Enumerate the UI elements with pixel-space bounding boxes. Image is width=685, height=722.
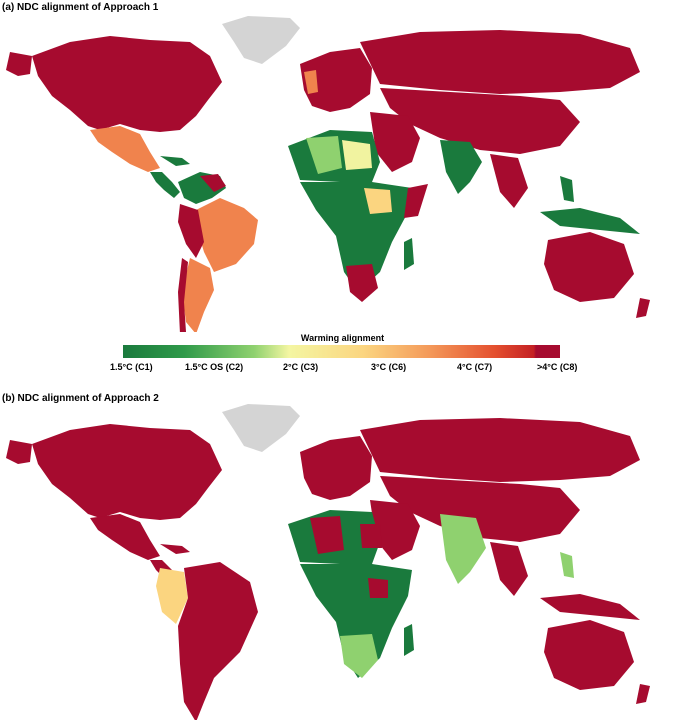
world-map-approach-1 <box>6 16 650 332</box>
new-zealand <box>636 298 650 318</box>
algeria <box>310 516 344 554</box>
colombia-ecuador <box>156 568 188 624</box>
north-america <box>32 424 222 520</box>
southern-africa <box>340 634 378 678</box>
alaska <box>6 52 32 76</box>
legend-tick-c8: >4°C (C8) <box>537 362 578 372</box>
uk <box>304 70 318 94</box>
caribbean <box>160 156 190 166</box>
indonesia <box>540 594 640 620</box>
russia <box>360 418 640 482</box>
brazil <box>196 198 258 272</box>
libya <box>342 140 372 170</box>
greenland <box>222 404 300 452</box>
central-asia <box>380 88 580 154</box>
australia <box>544 620 634 690</box>
south-america-rest <box>178 562 258 720</box>
middle-east <box>370 500 420 560</box>
philippines <box>560 176 574 202</box>
horn-of-africa <box>404 184 428 218</box>
southeast-asia <box>490 542 528 596</box>
algeria <box>306 136 342 174</box>
madagascar <box>404 238 414 270</box>
central-america <box>150 172 180 198</box>
europe <box>300 436 372 500</box>
legend-tick-c2: 1.5°C OS (C2) <box>185 362 244 372</box>
india <box>440 140 482 194</box>
legend-tick-c3: 2°C (C3) <box>283 362 319 372</box>
sudan <box>364 188 392 214</box>
egypt <box>360 524 382 548</box>
world-map-approach-2 <box>6 404 650 720</box>
caribbean <box>160 544 190 554</box>
greenland <box>222 16 300 64</box>
mexico <box>90 126 160 172</box>
legend-tick-c6: 3°C (C6) <box>371 362 407 372</box>
panel-a-title: (a) NDC alignment of Approach 1 <box>2 2 159 13</box>
middle-east <box>370 112 420 172</box>
south-africa <box>346 264 378 302</box>
southeast-asia <box>490 154 528 208</box>
legend-color-bar <box>123 345 560 358</box>
philippines <box>560 552 574 578</box>
mexico <box>90 514 160 560</box>
argentina <box>182 258 214 332</box>
indonesia <box>540 208 640 234</box>
india <box>440 514 486 584</box>
madagascar <box>404 624 414 656</box>
chile <box>178 258 188 332</box>
panel-b-title: (b) NDC alignment of Approach 2 <box>2 393 159 404</box>
central-asia <box>380 476 580 542</box>
europe <box>300 48 372 112</box>
legend-title: Warming alignment <box>300 333 385 343</box>
alaska <box>6 440 32 464</box>
south-sudan <box>368 578 388 598</box>
peru-bolivia <box>178 204 204 258</box>
new-zealand <box>636 684 650 704</box>
venezuela <box>200 174 226 192</box>
warming-legend: Warming alignment 1.5°C (C1) 1.5°C OS (C… <box>0 333 685 381</box>
legend-tick-c1: 1.5°C (C1) <box>110 362 153 372</box>
russia <box>360 30 640 94</box>
north-america <box>32 36 222 132</box>
australia <box>544 232 634 302</box>
legend-tick-c7: 4°C (C7) <box>457 362 493 372</box>
